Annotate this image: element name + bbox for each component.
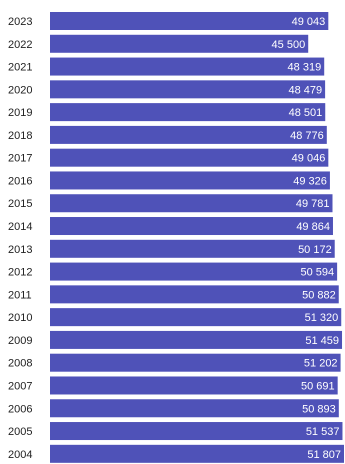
category-label-2008: 2008 xyxy=(8,358,32,370)
category-label-2012: 2012 xyxy=(8,267,32,279)
bar-2015 xyxy=(50,194,333,213)
bar-2012 xyxy=(50,262,338,281)
bar-2013 xyxy=(50,239,335,258)
value-label-2023: 49 043 xyxy=(292,16,326,28)
value-label-2006: 50 893 xyxy=(302,403,336,415)
value-label-2004: 51 807 xyxy=(307,449,341,461)
category-label-2022: 2022 xyxy=(8,39,32,51)
bar-2006 xyxy=(50,399,339,418)
value-label-2016: 49 326 xyxy=(293,175,327,187)
value-label-2015: 49 781 xyxy=(296,198,330,210)
bar-2004 xyxy=(50,444,344,463)
category-label-2011: 2011 xyxy=(8,289,32,301)
category-label-2023: 2023 xyxy=(8,16,32,28)
category-label-2007: 2007 xyxy=(8,380,32,392)
bar-2007 xyxy=(50,376,338,395)
value-label-2022: 45 500 xyxy=(272,39,306,51)
value-label-2020: 48 479 xyxy=(288,84,322,96)
value-label-2018: 48 776 xyxy=(290,130,324,142)
bar-2020 xyxy=(50,80,326,99)
value-label-2009: 51 459 xyxy=(305,335,339,347)
bar-2022 xyxy=(50,34,309,53)
bar-2010 xyxy=(50,308,342,327)
bar-2021 xyxy=(50,57,325,76)
category-label-2010: 2010 xyxy=(8,312,32,324)
chart-rows: 2023 49 043 2022 45 500 2021 48 319 2020 48 479… xyxy=(8,12,344,463)
category-label-2020: 2020 xyxy=(8,84,32,96)
value-label-2013: 50 172 xyxy=(298,244,332,256)
value-label-2010: 51 320 xyxy=(305,312,339,324)
bar-2017 xyxy=(50,148,329,167)
category-label-2016: 2016 xyxy=(8,175,32,187)
value-label-2007: 50 691 xyxy=(301,380,335,392)
value-label-2017: 49 046 xyxy=(292,153,326,165)
category-label-2004: 2004 xyxy=(8,449,32,461)
bar-2011 xyxy=(50,285,339,304)
bar-2023 xyxy=(50,12,329,30)
value-label-2014: 49 864 xyxy=(296,221,330,233)
category-label-2018: 2018 xyxy=(8,130,32,142)
bar-2008 xyxy=(50,353,341,372)
value-label-2012: 50 594 xyxy=(300,267,334,279)
category-label-2005: 2005 xyxy=(8,426,32,438)
value-label-2011: 50 882 xyxy=(302,289,336,301)
category-label-2015: 2015 xyxy=(8,198,32,210)
value-label-2019: 48 501 xyxy=(289,107,323,119)
category-label-2021: 2021 xyxy=(8,62,32,74)
bar-2014 xyxy=(50,217,333,236)
category-label-2013: 2013 xyxy=(8,244,32,256)
category-label-2017: 2017 xyxy=(8,153,32,165)
value-label-2008: 51 202 xyxy=(304,358,338,370)
category-label-2009: 2009 xyxy=(8,335,32,347)
category-label-2014: 2014 xyxy=(8,221,32,233)
bar-2016 xyxy=(50,171,330,190)
bar-2009 xyxy=(50,330,343,349)
bar-2018 xyxy=(50,125,327,144)
category-label-2006: 2006 xyxy=(8,403,32,415)
bar-2005 xyxy=(50,422,343,441)
bar-2019 xyxy=(50,103,326,122)
category-label-2019: 2019 xyxy=(8,107,32,119)
value-label-2005: 51 537 xyxy=(306,426,340,438)
value-label-2021: 48 319 xyxy=(288,62,322,74)
